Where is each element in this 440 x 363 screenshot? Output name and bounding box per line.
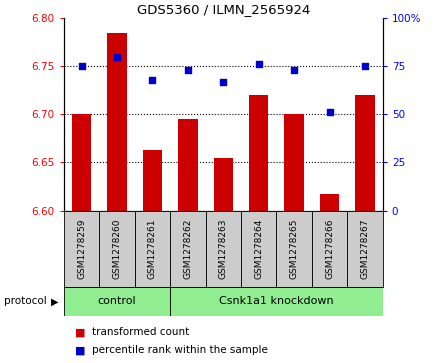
Bar (64, 287, 170, 316)
Point (326, 110, 333, 115)
Text: GSM1278265: GSM1278265 (290, 219, 299, 279)
Text: percentile rank within the sample: percentile rank within the sample (92, 345, 268, 355)
Bar (64, 211, 99, 287)
Point (184, 67, 191, 73)
Bar (72, 114, 91, 211)
Bar (170, 211, 205, 287)
Text: control: control (98, 296, 136, 306)
Bar (135, 211, 170, 287)
Bar (170, 287, 383, 316)
Bar (213, 158, 233, 211)
Bar (107, 33, 127, 211)
Text: ■: ■ (75, 345, 85, 355)
Text: transformed count: transformed count (92, 327, 190, 337)
Bar (249, 95, 268, 211)
Point (149, 77, 156, 83)
Text: GSM1278262: GSM1278262 (183, 219, 192, 279)
Bar (99, 211, 135, 287)
Text: ▶: ▶ (51, 296, 58, 306)
Text: GSM1278266: GSM1278266 (325, 219, 334, 279)
Point (291, 67, 298, 73)
Bar (178, 119, 198, 211)
Text: GSM1278264: GSM1278264 (254, 219, 263, 279)
Title: GDS5360 / ILMN_2565924: GDS5360 / ILMN_2565924 (136, 3, 310, 16)
Bar (241, 211, 276, 287)
Point (362, 63, 369, 69)
Bar (276, 211, 312, 287)
Point (255, 61, 262, 67)
Text: GSM1278263: GSM1278263 (219, 219, 228, 279)
Bar (284, 114, 304, 211)
Point (114, 54, 121, 60)
Text: protocol: protocol (4, 296, 47, 306)
Text: ■: ■ (75, 327, 85, 337)
Point (78, 63, 85, 69)
Text: Csnk1a1 knockdown: Csnk1a1 knockdown (219, 296, 334, 306)
Bar (347, 211, 383, 287)
Bar (356, 95, 375, 211)
Bar (205, 211, 241, 287)
Bar (143, 150, 162, 211)
Bar (320, 194, 339, 211)
Point (220, 79, 227, 85)
Text: GSM1278259: GSM1278259 (77, 219, 86, 279)
Text: GSM1278260: GSM1278260 (113, 219, 121, 279)
Bar (312, 211, 347, 287)
Text: GSM1278261: GSM1278261 (148, 219, 157, 279)
Text: GSM1278267: GSM1278267 (360, 219, 370, 279)
